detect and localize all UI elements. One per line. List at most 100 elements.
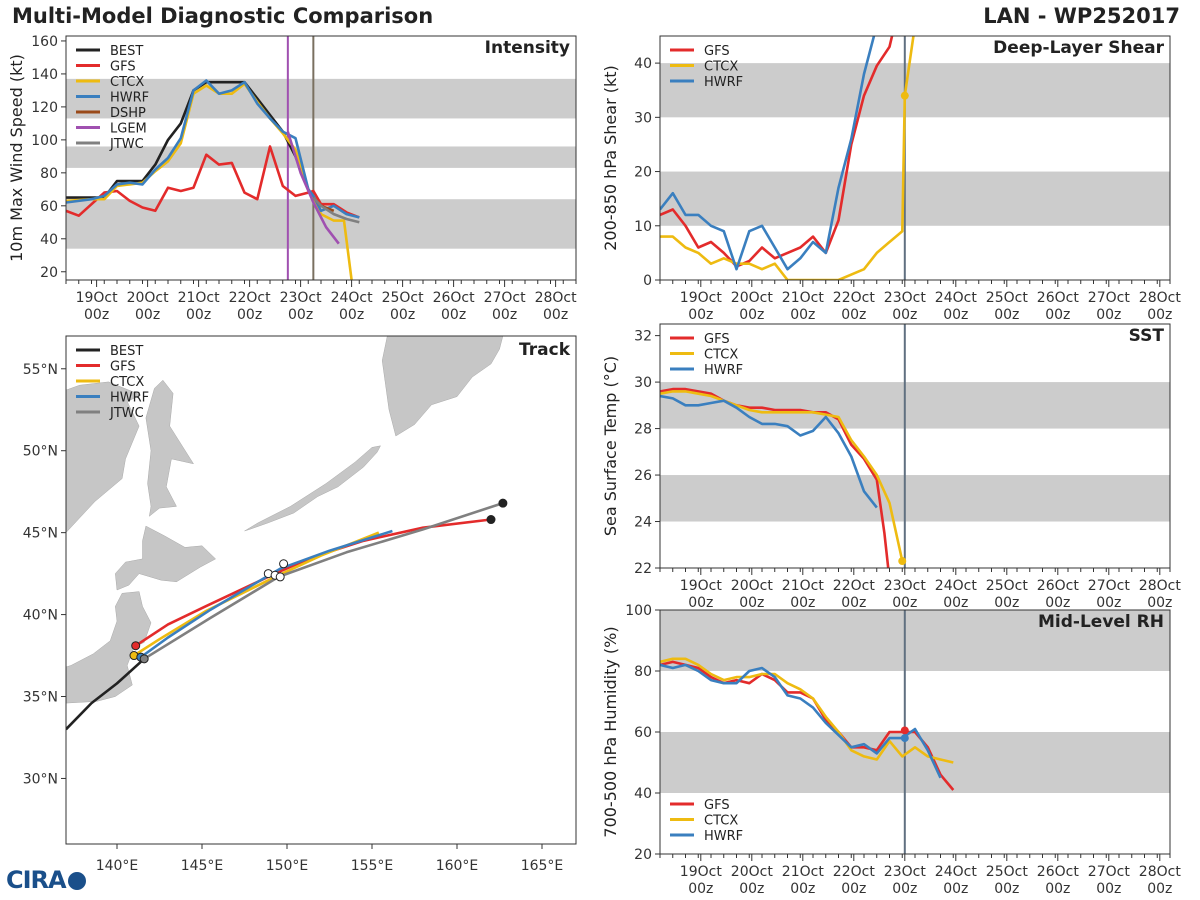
shear-band — [660, 171, 1170, 226]
shear-line-hwrf — [660, 36, 876, 271]
shear-xtick-label: 00z — [790, 307, 815, 323]
track-lat-label: 55°N — [23, 362, 58, 378]
track-title: Track — [519, 340, 571, 360]
rh-xtick-label: 00z — [1045, 881, 1070, 897]
rh-xtick-label: 21Oct — [782, 864, 825, 880]
rh-xtick-label: 20Oct — [731, 864, 774, 880]
intensity-xtick-label: 28Oct — [535, 290, 578, 306]
sst-xtick-label: 26Oct — [1037, 578, 1080, 594]
sst-ytick-label: 26 — [634, 468, 652, 484]
sst-ylabel: Sea Surface Temp (°C) — [601, 356, 620, 536]
intensity-series-group — [66, 79, 360, 280]
sst-band — [660, 382, 1170, 429]
rh-legend-label-ctcx: CTCX — [704, 814, 738, 829]
intensity-xtick-label: 00z — [390, 307, 415, 323]
track-lon-label: 150°E — [266, 858, 309, 874]
intensity-legend-label-jtwc: JTWC — [109, 137, 144, 152]
land-honshu — [66, 591, 152, 704]
rh-title: Mid-Level RH — [1038, 612, 1164, 632]
rh-line-hwrf — [660, 663, 942, 779]
shear-marker-ctcx — [900, 91, 909, 100]
track-lat-label: 35°N — [23, 690, 58, 706]
rh-xtick-label: 27Oct — [1088, 864, 1131, 880]
sst-title: SST — [1129, 326, 1165, 346]
shear-xtick-label: 21Oct — [782, 290, 825, 306]
intensity-ytick-label: 80 — [40, 166, 58, 182]
sst-xtick-label: 25Oct — [986, 578, 1029, 594]
track-line-gfs — [134, 518, 492, 647]
intensity-xtick-label: 00z — [135, 307, 160, 323]
track-legend-label-gfs: GFS — [110, 360, 136, 375]
rh-legend-label-gfs: GFS — [704, 798, 730, 813]
sst-xtick-label: 00z — [688, 595, 713, 611]
track-lon-label: 145°E — [181, 858, 224, 874]
shear-legend-label-hwrf: HWRF — [704, 75, 743, 90]
sst-xtick-label: 00z — [1147, 595, 1172, 611]
sst-band — [660, 475, 1170, 522]
rh-marker-hwrf — [900, 734, 909, 743]
rh-xtick-label: 00z — [994, 881, 1019, 897]
page-title: Multi-Model Diagnostic Comparison — [12, 4, 434, 28]
shear-xtick-label: 19Oct — [680, 290, 723, 306]
rh-xtick-label: 19Oct — [680, 864, 723, 880]
intensity-band — [66, 199, 576, 249]
shear-ylabel: 200-850 hPa Shear (kt) — [601, 65, 620, 251]
sst-xtick-label: 19Oct — [680, 578, 723, 594]
shear-xtick-label: 26Oct — [1037, 290, 1080, 306]
track-line-jtwc — [143, 501, 504, 660]
intensity-ytick-label: 160 — [31, 34, 58, 50]
rh-xtick-label: 00z — [688, 881, 713, 897]
rh-xtick-label: 24Oct — [935, 864, 978, 880]
panel-track: 140°E 145°E 150°E 155°E 160°E 165°E 55°N 50°N 45… — [23, 335, 577, 874]
intensity-xtick-label: 00z — [288, 307, 313, 323]
land-kurils — [244, 445, 381, 532]
shear-xtick-label: 28Oct — [1139, 290, 1182, 306]
sst-series-group — [660, 387, 907, 568]
land-mainland — [66, 381, 142, 533]
shear-xtick-label: 00z — [1147, 307, 1172, 323]
panel-shear: 19Oct00z20Oct00z21Oct00z22Oct00z23Oct00z… — [601, 35, 1182, 323]
rh-ytick-label: 20 — [634, 847, 652, 863]
track-marker-gfs — [486, 515, 496, 525]
shear-frame — [659, 35, 1171, 281]
intensity-line-gfs — [66, 145, 360, 219]
sst-line-gfs — [660, 387, 890, 568]
shear-xtick-label: 27Oct — [1088, 290, 1131, 306]
track-line-best — [66, 657, 146, 731]
panel-rh: 19Oct00z20Oct00z21Oct00z22Oct00z23Oct00z… — [601, 603, 1181, 897]
track-marker-jtwc — [498, 498, 508, 508]
intensity-legend-label-lgem: LGEM — [110, 122, 147, 137]
rh-legend-label-hwrf: HWRF — [704, 829, 743, 844]
intensity-xtick-label: 20Oct — [127, 290, 170, 306]
rh-xtick-label: 00z — [739, 881, 764, 897]
rh-ylabel: 700-500 hPa Humidity (%) — [601, 626, 620, 837]
intensity-band — [66, 78, 576, 119]
track-legend-label-best: BEST — [110, 344, 143, 359]
shear-series-group — [660, 36, 915, 280]
track-marker-gfs — [131, 641, 141, 651]
shear-ytick-label: 30 — [634, 110, 652, 126]
sst-xtick-label: 00z — [739, 595, 764, 611]
land-sakhalin — [145, 379, 195, 517]
rh-xtick-label: 00z — [841, 881, 866, 897]
intensity-xtick-label: 19Oct — [76, 290, 119, 306]
rh-xtick-label: 22Oct — [833, 864, 876, 880]
track-frame — [65, 335, 577, 845]
rh-line-ctcx — [660, 657, 954, 764]
logo-text: CIRA — [6, 866, 67, 894]
sst-xtick-label: 00z — [790, 595, 815, 611]
shear-ytick-label: 20 — [634, 165, 652, 181]
shear-xtick-label: 22Oct — [833, 290, 876, 306]
intensity-title: Intensity — [485, 38, 570, 58]
sst-ytick-label: 22 — [634, 561, 652, 577]
intensity-xtick-label: 24Oct — [331, 290, 374, 306]
rh-xtick-label: 00z — [1147, 881, 1172, 897]
intensity-xtick-label: 22Oct — [229, 290, 272, 306]
track-lat-label: 40°N — [23, 608, 58, 624]
rh-xtick-label: 23Oct — [884, 864, 927, 880]
intensity-xtick-label: 27Oct — [484, 290, 527, 306]
rh-band — [660, 610, 1170, 671]
track-lat-label: 30°N — [23, 771, 58, 787]
shear-xtick-label: 00z — [994, 307, 1019, 323]
intensity-ytick-label: 120 — [31, 100, 58, 116]
